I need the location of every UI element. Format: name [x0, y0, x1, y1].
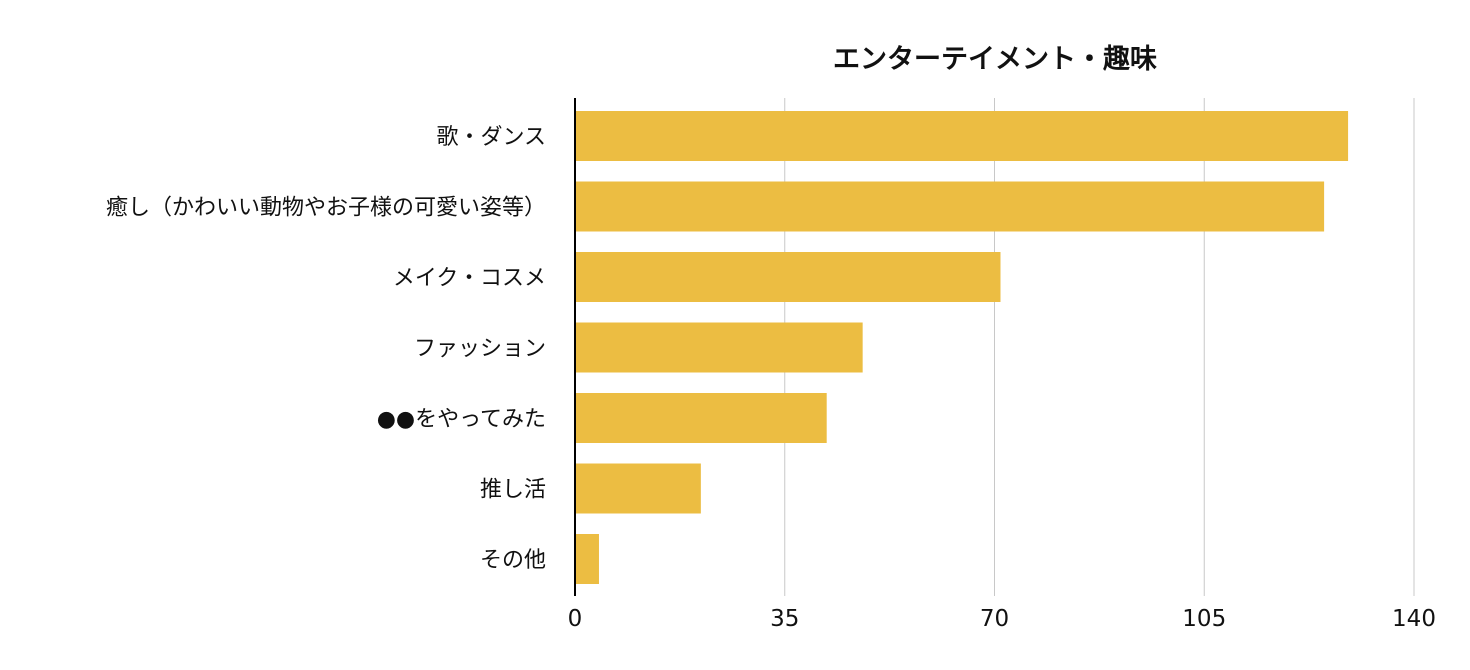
x-tick-label: 70 — [980, 606, 1009, 632]
category-label: 推し活 — [480, 478, 546, 503]
bar — [575, 322, 863, 373]
x-tick-label: 105 — [1182, 606, 1226, 632]
x-tick-labels: 0 35 70 105 140 — [568, 606, 1436, 632]
category-label: ファッション — [414, 337, 546, 362]
bar — [575, 463, 701, 514]
category-label: ●●をやってみた — [377, 407, 546, 432]
category-label: その他 — [480, 548, 546, 573]
bar — [575, 111, 1349, 161]
chart-title: エンターテイメント・趣味 — [833, 44, 1157, 75]
x-tick-label: 35 — [770, 606, 799, 632]
bar — [575, 181, 1325, 232]
bar — [575, 393, 827, 443]
grid-lines — [784, 98, 1415, 596]
bar — [575, 252, 1001, 302]
bars — [575, 111, 1349, 584]
x-tick-label: 0 — [568, 606, 583, 632]
bar — [575, 534, 599, 584]
category-label: メイク・コスメ — [393, 266, 546, 291]
x-tick-label: 140 — [1392, 606, 1436, 632]
category-label: 歌・ダンス — [436, 125, 546, 150]
category-label: 癒し（かわいい動物やお子様の可愛い姿等） — [106, 196, 546, 221]
